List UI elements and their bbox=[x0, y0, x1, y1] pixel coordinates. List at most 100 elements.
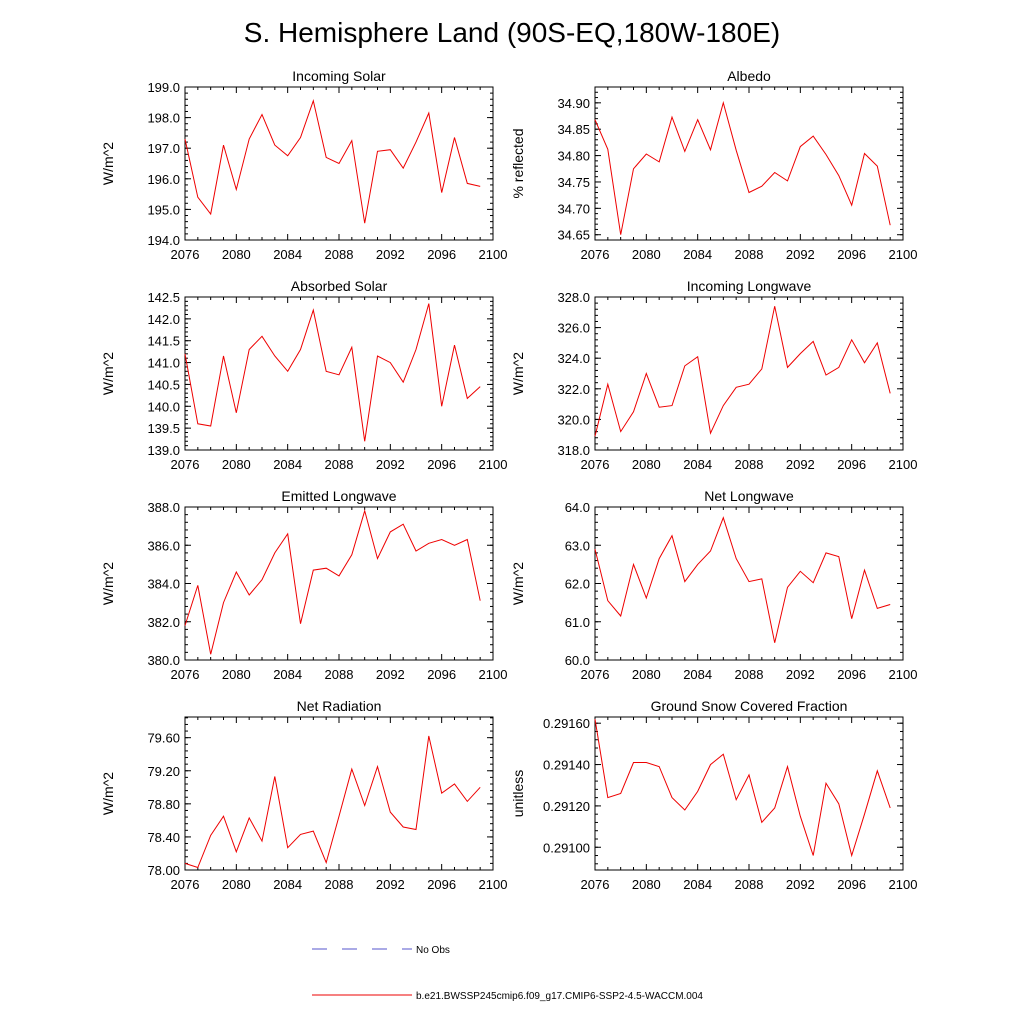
x-tick-label: 2076 bbox=[581, 667, 610, 682]
panels: Incoming Solar W/m^2 2076 2080 2084 2088 2092 2… bbox=[100, 68, 917, 892]
x-tick-label: 2080 bbox=[632, 877, 661, 892]
y-tick-label: 326.0 bbox=[557, 321, 590, 336]
panel-incoming-solar: Incoming Solar W/m^2 2076 2080 2084 2088 2092 2… bbox=[100, 68, 507, 262]
panel-net-longwave: Net Longwave W/m^2 2076 2080 2084 2088 2092 209… bbox=[510, 488, 917, 682]
y-tick-label: 78.80 bbox=[147, 797, 180, 812]
legend-no-obs-label: No Obs bbox=[416, 945, 450, 956]
series-line bbox=[184, 98, 481, 224]
series-line bbox=[184, 303, 481, 442]
y-tick-label: 34.90 bbox=[557, 96, 590, 111]
x-tick-label: 2092 bbox=[376, 667, 405, 682]
x-tick-label: 2092 bbox=[786, 877, 815, 892]
panel-title: Ground Snow Covered Fraction bbox=[651, 698, 848, 714]
y-tick-label: 78.00 bbox=[147, 863, 180, 878]
y-axis-label: W/m^2 bbox=[100, 352, 116, 395]
panel-title: Incoming Longwave bbox=[687, 278, 812, 294]
y-tick-label: 198.0 bbox=[147, 111, 180, 126]
plot-frame bbox=[594, 716, 904, 871]
y-tick-label: 380.0 bbox=[147, 653, 180, 668]
x-tick-label: 2092 bbox=[786, 667, 815, 682]
x-tick-label: 2084 bbox=[683, 877, 712, 892]
x-tick-label: 2076 bbox=[171, 667, 200, 682]
x-tick-label: 2100 bbox=[479, 457, 508, 472]
y-tick-label: 141.5 bbox=[147, 334, 180, 349]
x-tick-label: 2076 bbox=[171, 247, 200, 262]
x-tick-label: 2096 bbox=[837, 667, 866, 682]
y-tick-label: 194.0 bbox=[147, 233, 180, 248]
panel-title: Net Radiation bbox=[297, 698, 382, 714]
plot-frame bbox=[594, 296, 904, 451]
series-line bbox=[184, 735, 481, 869]
y-tick-label: 0.29120 bbox=[543, 799, 590, 814]
panel-net-radiation: Net Radiation W/m^2 2076 2080 2084 2088 2092 20… bbox=[100, 698, 507, 892]
y-tick-label: 0.29100 bbox=[543, 840, 590, 855]
y-tick-label: 62.0 bbox=[565, 577, 590, 592]
series-line bbox=[184, 508, 481, 655]
y-axis-label: W/m^2 bbox=[100, 772, 116, 815]
y-axis-label: % reflected bbox=[510, 128, 526, 198]
x-tick-label: 2100 bbox=[889, 247, 918, 262]
x-tick-label: 2096 bbox=[837, 457, 866, 472]
legend-model-label: b.e21.BWSSP245cmip6.f09_g17.CMIP6-SSP2-4… bbox=[416, 991, 703, 1002]
panel-absorbed-solar: Absorbed Solar W/m^2 2076 2080 2084 2088 2092 2… bbox=[100, 278, 507, 472]
y-tick-label: 34.75 bbox=[557, 175, 590, 190]
y-tick-label: 0.29160 bbox=[543, 716, 590, 731]
x-tick-label: 2080 bbox=[222, 667, 251, 682]
x-tick-label: 2092 bbox=[376, 247, 405, 262]
y-tick-label: 34.70 bbox=[557, 201, 590, 216]
x-tick-label: 2096 bbox=[837, 877, 866, 892]
y-tick-label: 63.0 bbox=[565, 538, 590, 553]
series-line bbox=[594, 306, 891, 437]
y-tick-label: 79.60 bbox=[147, 731, 180, 746]
y-tick-label: 196.0 bbox=[147, 172, 180, 187]
x-tick-label: 2088 bbox=[735, 667, 764, 682]
x-tick-label: 2084 bbox=[273, 457, 302, 472]
x-tick-label: 2088 bbox=[325, 457, 354, 472]
x-tick-label: 2076 bbox=[581, 877, 610, 892]
y-tick-label: 64.0 bbox=[565, 500, 590, 515]
y-tick-label: 197.0 bbox=[147, 141, 180, 156]
plot-frame bbox=[184, 296, 494, 451]
figure-title: S. Hemisphere Land (90S-EQ,180W-180E) bbox=[244, 17, 780, 48]
x-tick-label: 2096 bbox=[427, 247, 456, 262]
x-tick-label: 2076 bbox=[581, 247, 610, 262]
panel-title: Net Longwave bbox=[704, 488, 794, 504]
x-tick-label: 2080 bbox=[222, 457, 251, 472]
y-axis-label: W/m^2 bbox=[100, 142, 116, 185]
x-tick-label: 2088 bbox=[735, 457, 764, 472]
panel-ground-snow-covered-fraction: Ground Snow Covered Fraction unitless 2076… bbox=[510, 698, 917, 892]
x-tick-label: 2100 bbox=[889, 667, 918, 682]
x-tick-label: 2080 bbox=[632, 667, 661, 682]
panel-title: Absorbed Solar bbox=[291, 278, 388, 294]
x-tick-label: 2088 bbox=[735, 877, 764, 892]
x-tick-label: 2076 bbox=[171, 457, 200, 472]
series-line bbox=[594, 516, 891, 643]
y-tick-label: 0.29140 bbox=[543, 758, 590, 773]
x-tick-label: 2100 bbox=[889, 877, 918, 892]
x-tick-label: 2080 bbox=[632, 457, 661, 472]
x-tick-label: 2080 bbox=[222, 877, 251, 892]
y-tick-label: 140.0 bbox=[147, 399, 180, 414]
x-tick-label: 2092 bbox=[376, 457, 405, 472]
y-tick-label: 386.0 bbox=[147, 538, 180, 553]
x-tick-label: 2092 bbox=[376, 877, 405, 892]
y-tick-label: 34.80 bbox=[557, 149, 590, 164]
x-tick-label: 2096 bbox=[427, 457, 456, 472]
x-tick-label: 2096 bbox=[427, 667, 456, 682]
y-tick-label: 384.0 bbox=[147, 577, 180, 592]
x-tick-label: 2076 bbox=[581, 457, 610, 472]
legend: No Obs b.e21.BWSSP245cmip6.f09_g17.CMIP6… bbox=[312, 945, 703, 1002]
x-tick-label: 2084 bbox=[273, 667, 302, 682]
panel-title: Emitted Longwave bbox=[281, 488, 396, 504]
y-tick-label: 322.0 bbox=[557, 382, 590, 397]
y-tick-label: 195.0 bbox=[147, 202, 180, 217]
x-tick-label: 2092 bbox=[786, 457, 815, 472]
panel-albedo: Albedo % reflected 2076 2080 2084 2088 2092 209… bbox=[510, 68, 917, 262]
y-tick-label: 199.0 bbox=[147, 80, 180, 95]
x-tick-label: 2100 bbox=[479, 247, 508, 262]
x-tick-label: 2096 bbox=[427, 877, 456, 892]
y-tick-label: 142.0 bbox=[147, 312, 180, 327]
y-tick-label: 61.0 bbox=[565, 615, 590, 630]
x-tick-label: 2080 bbox=[632, 247, 661, 262]
y-tick-label: 60.0 bbox=[565, 653, 590, 668]
